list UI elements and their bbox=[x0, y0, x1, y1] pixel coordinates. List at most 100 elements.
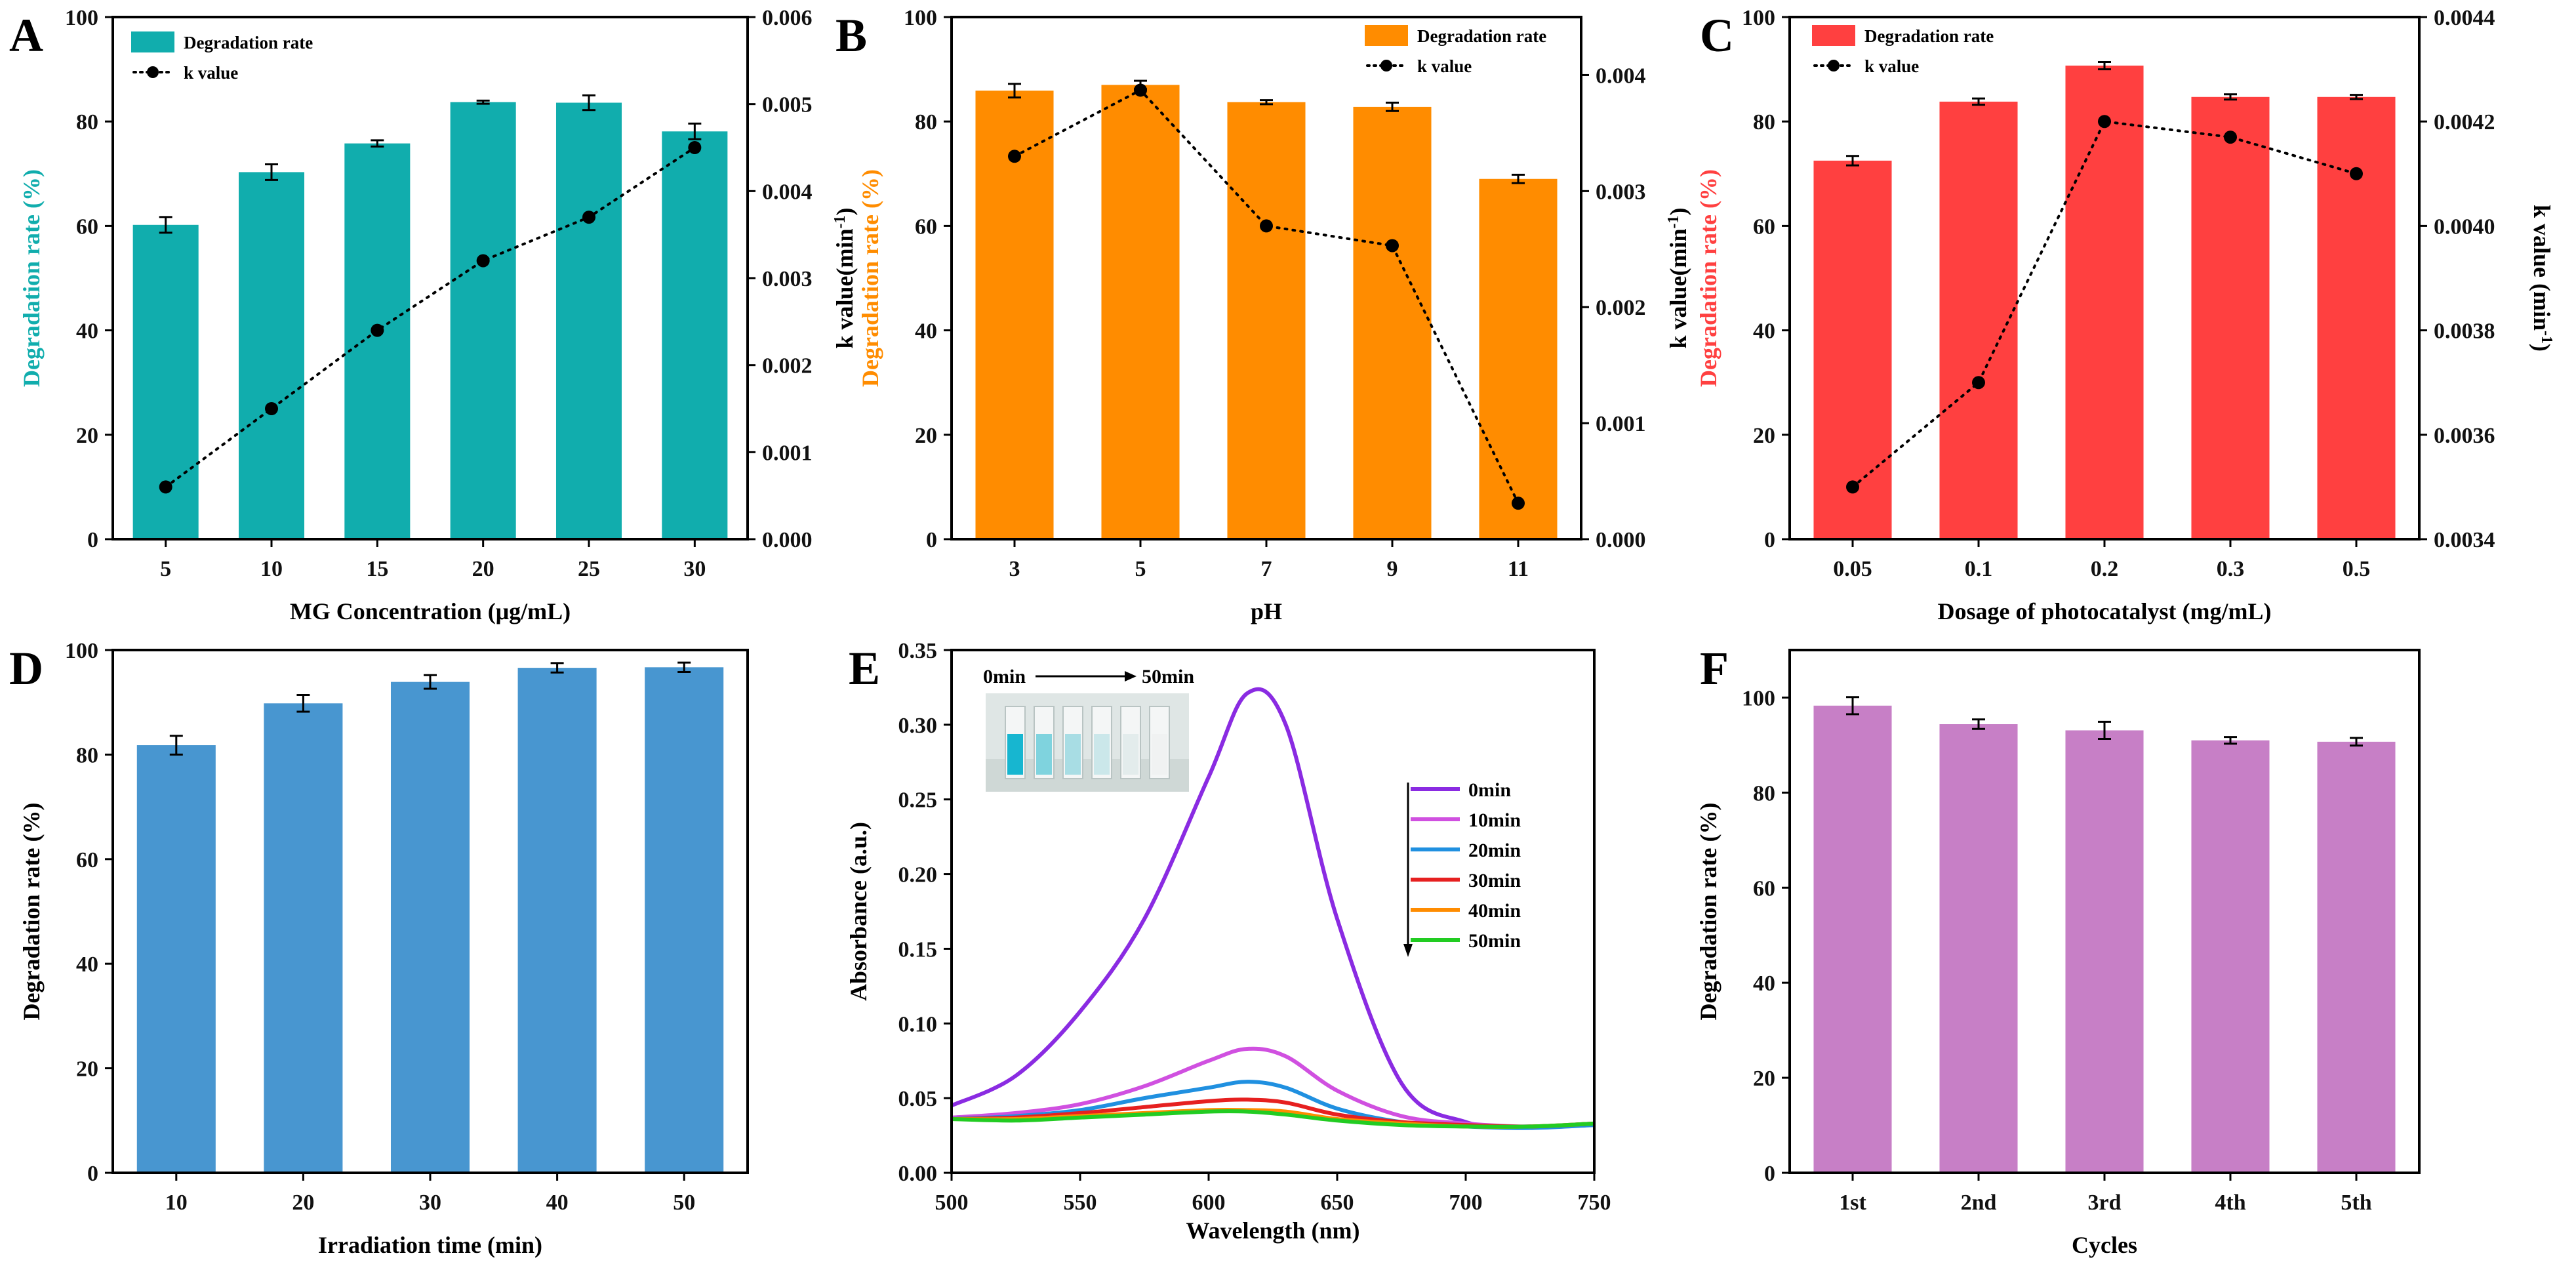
y-tick-label: 0 bbox=[87, 1162, 98, 1186]
k-value-line bbox=[1013, 88, 1519, 505]
k-value-point bbox=[688, 141, 702, 154]
y-tick-label: 0 bbox=[87, 528, 98, 552]
x-tick-label: 0.1 bbox=[1965, 557, 1993, 581]
bar bbox=[2191, 740, 2270, 1173]
bar bbox=[2065, 66, 2144, 539]
y-axis-label: Degradation rate (%) bbox=[1695, 169, 1721, 387]
inset-arrow-head bbox=[1125, 671, 1137, 682]
y-tick-label: 60 bbox=[76, 848, 98, 872]
k-value-point bbox=[1008, 150, 1021, 163]
y-tick-label: 0.00 bbox=[898, 1162, 938, 1186]
legend-label: Degradation rate bbox=[1417, 26, 1546, 46]
k-value-point bbox=[2350, 167, 2363, 180]
k-value-point bbox=[265, 402, 278, 415]
x-tick-label: 30 bbox=[683, 557, 706, 581]
x-tick-label: 500 bbox=[935, 1191, 969, 1215]
legend-marker bbox=[1828, 60, 1840, 71]
k-value-point bbox=[582, 211, 595, 224]
y-tick-label: 0 bbox=[1764, 528, 1775, 552]
k-value-point bbox=[1386, 239, 1399, 253]
legend-marker bbox=[147, 66, 159, 78]
panel-B: 3 5 7 9 11 0 20 40 60 80 100 pH Degradation rate (%)… bbox=[857, 6, 1691, 624]
k-value-line bbox=[164, 146, 696, 489]
bar bbox=[1939, 724, 2018, 1173]
panel-letter-E: E bbox=[849, 642, 880, 695]
k-value-point bbox=[1134, 83, 1147, 97]
x-tick-label: 50 bbox=[673, 1191, 695, 1215]
x-tick-label: 550 bbox=[1064, 1191, 1097, 1215]
legend-swatch bbox=[1812, 25, 1855, 46]
bar bbox=[517, 668, 597, 1173]
k-value-point bbox=[159, 480, 172, 494]
y-axis-label: Degradation rate (%) bbox=[18, 803, 45, 1021]
y2-tick-label: 0.004 bbox=[1596, 64, 1646, 88]
inset-vial-liquid bbox=[1094, 734, 1110, 775]
y-tick-label: 20 bbox=[1753, 1067, 1775, 1091]
bar bbox=[1227, 102, 1306, 540]
x-tick-label: 1st bbox=[1839, 1191, 1866, 1215]
y-tick-label: 0.25 bbox=[898, 788, 938, 813]
x-tick-label: 10 bbox=[165, 1191, 188, 1215]
y-tick-label: 40 bbox=[76, 319, 98, 344]
legend-label: 20min bbox=[1468, 840, 1521, 861]
bar bbox=[390, 682, 470, 1173]
y2-tick-label: 0.006 bbox=[762, 6, 813, 30]
legend: Degradation rate k value bbox=[1365, 25, 1546, 76]
legend: 0min 10min 20min 30min 40min 50min bbox=[1403, 779, 1521, 957]
y2-tick-label: 0.002 bbox=[762, 354, 813, 378]
y-axis-label: Degradation rate (%) bbox=[857, 169, 883, 387]
bar bbox=[264, 703, 343, 1173]
panel-letter-D: D bbox=[9, 642, 43, 695]
x-tick-label: 0.3 bbox=[2217, 557, 2245, 581]
y-axis-label: Degradation rate (%) bbox=[1695, 803, 1721, 1021]
x-axis-label: Wavelength (nm) bbox=[1186, 1217, 1360, 1244]
bar bbox=[1479, 178, 1558, 539]
x-axis-label: Irradiation time (min) bbox=[318, 1232, 542, 1258]
y-tick-label: 20 bbox=[1753, 424, 1775, 448]
x-tick-label: 3rd bbox=[2088, 1191, 2122, 1215]
y-axis-label-text: Degradation rate (%) bbox=[18, 169, 45, 387]
x-tick-label: 700 bbox=[1449, 1191, 1483, 1215]
x-axis-label: MG Concentration (μg/mL) bbox=[290, 598, 571, 624]
x-tick-label: 30 bbox=[419, 1191, 441, 1215]
legend-marker bbox=[1380, 60, 1392, 71]
x-tick-label: 0.5 bbox=[2343, 557, 2371, 581]
y-tick-label: 100 bbox=[904, 6, 937, 30]
x-tick-label: 20 bbox=[472, 557, 494, 581]
x-tick-label: 2nd bbox=[1961, 1191, 1997, 1215]
legend-arrow-head bbox=[1403, 944, 1413, 957]
panel-C: 0.05 0.1 0.2 0.3 0.5 0 20 40 60 80 100 Dosage of ph… bbox=[1695, 6, 2555, 624]
plot-frame bbox=[1788, 649, 2421, 1174]
panel-F: 1st 2nd 3rd 4th 5th 0 20 40 60 80 100 Cycles Degrada… bbox=[1695, 649, 2421, 1258]
bar bbox=[1353, 106, 1432, 540]
bar bbox=[645, 667, 724, 1173]
legend-label: 0min bbox=[1468, 779, 1511, 801]
y-tick-label: 60 bbox=[915, 214, 937, 239]
legend-label: Degradation rate bbox=[1864, 26, 1994, 46]
y-tick-label: 80 bbox=[76, 110, 98, 134]
bar bbox=[2065, 730, 2144, 1173]
k-value-point bbox=[1260, 219, 1273, 233]
legend-swatch bbox=[131, 31, 174, 52]
bar bbox=[136, 745, 216, 1173]
x-tick-label: 7 bbox=[1261, 557, 1272, 581]
y-tick-label: 0.15 bbox=[898, 937, 938, 962]
plot-frame bbox=[1788, 16, 2421, 540]
y2-tick-label: 0.0040 bbox=[2434, 214, 2495, 239]
x-tick-label: 0.2 bbox=[2091, 557, 2119, 581]
bar bbox=[450, 102, 516, 540]
bar bbox=[662, 131, 728, 540]
y-tick-label: 80 bbox=[1753, 110, 1775, 134]
plot-frame bbox=[950, 649, 1596, 1174]
inset-vial-liquid bbox=[1036, 734, 1052, 775]
legend-label: Degradation rate bbox=[184, 33, 313, 52]
legend-label: 10min bbox=[1468, 809, 1521, 831]
y-tick-label: 0.05 bbox=[898, 1087, 938, 1111]
y2-tick-label: 0.0038 bbox=[2434, 319, 2495, 344]
y-tick-label: 80 bbox=[915, 110, 937, 134]
plot-frame bbox=[111, 649, 749, 1174]
series-line-50min bbox=[951, 1109, 1595, 1129]
inset-vial-liquid bbox=[1065, 734, 1081, 775]
legend-label: k value bbox=[184, 63, 238, 83]
x-tick-label: 20 bbox=[292, 1191, 314, 1215]
